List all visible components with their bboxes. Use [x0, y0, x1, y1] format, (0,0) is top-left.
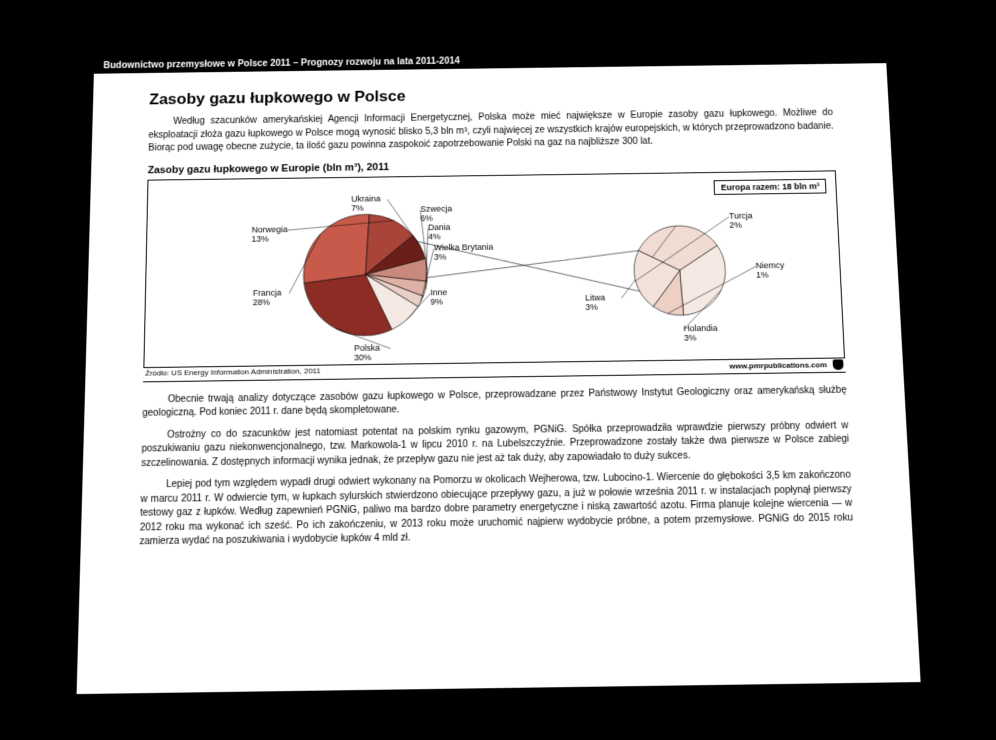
- intro-paragraph: Według szacunków amerykańskiej Agencji I…: [148, 107, 834, 156]
- pie-label-szwecja: Szwecja6%: [420, 204, 452, 223]
- pie-label-litwa: Litwa3%: [585, 292, 606, 311]
- stage: Budownictwo przemysłowe w Polsce 2011 – …: [0, 0, 996, 740]
- pie-label-norwegia: Norwegia13%: [252, 224, 288, 243]
- document-page: Budownictwo przemysłowe w Polsce 2011 – …: [77, 48, 921, 694]
- pie-label-wielka-brytania: Wielka Brytania3%: [434, 242, 494, 261]
- pie-label-niemcy: Niemcy1%: [756, 260, 785, 279]
- page-body: Zasoby gazu łupkowego w Polsce Według sz…: [80, 63, 914, 576]
- pie-svg: [144, 171, 846, 367]
- pie-label-turcja: Turcja2%: [729, 211, 753, 230]
- pie-label-holandia: Holandia3%: [683, 323, 718, 342]
- paragraph-2: Ostrożny co do szacunków jest natomiast …: [141, 419, 850, 471]
- pie-label-inne: Inne9%: [430, 287, 447, 306]
- page-wrap: Budownictwo przemysłowe w Polsce 2011 – …: [77, 48, 921, 694]
- pie-label-polska: Polska30%: [354, 343, 380, 362]
- pie-label-francja: Francja28%: [253, 287, 282, 306]
- paragraph-1: Obecnie trwają analizy dotyczące zasobów…: [142, 384, 847, 422]
- page-title: Zasoby gazu łupkowego w Polsce: [149, 82, 832, 109]
- pie-label-dania: Dania4%: [428, 222, 450, 241]
- source-right: www.pmrpublications.com: [729, 359, 844, 371]
- pie-chart: Europa razem: 18 bln m³ Polska30%Francja…: [143, 170, 845, 368]
- source-right-text: www.pmrpublications.com: [729, 360, 827, 370]
- source-left: Źródło: US Energy Information Administra…: [145, 366, 320, 379]
- pie-label-ukraina: Ukraina7%: [351, 193, 380, 212]
- pie-slice-francja: [304, 214, 370, 283]
- shield-icon: [833, 359, 844, 370]
- paragraph-3: Lepiej pod tym względem wypadł drugi odw…: [139, 469, 854, 550]
